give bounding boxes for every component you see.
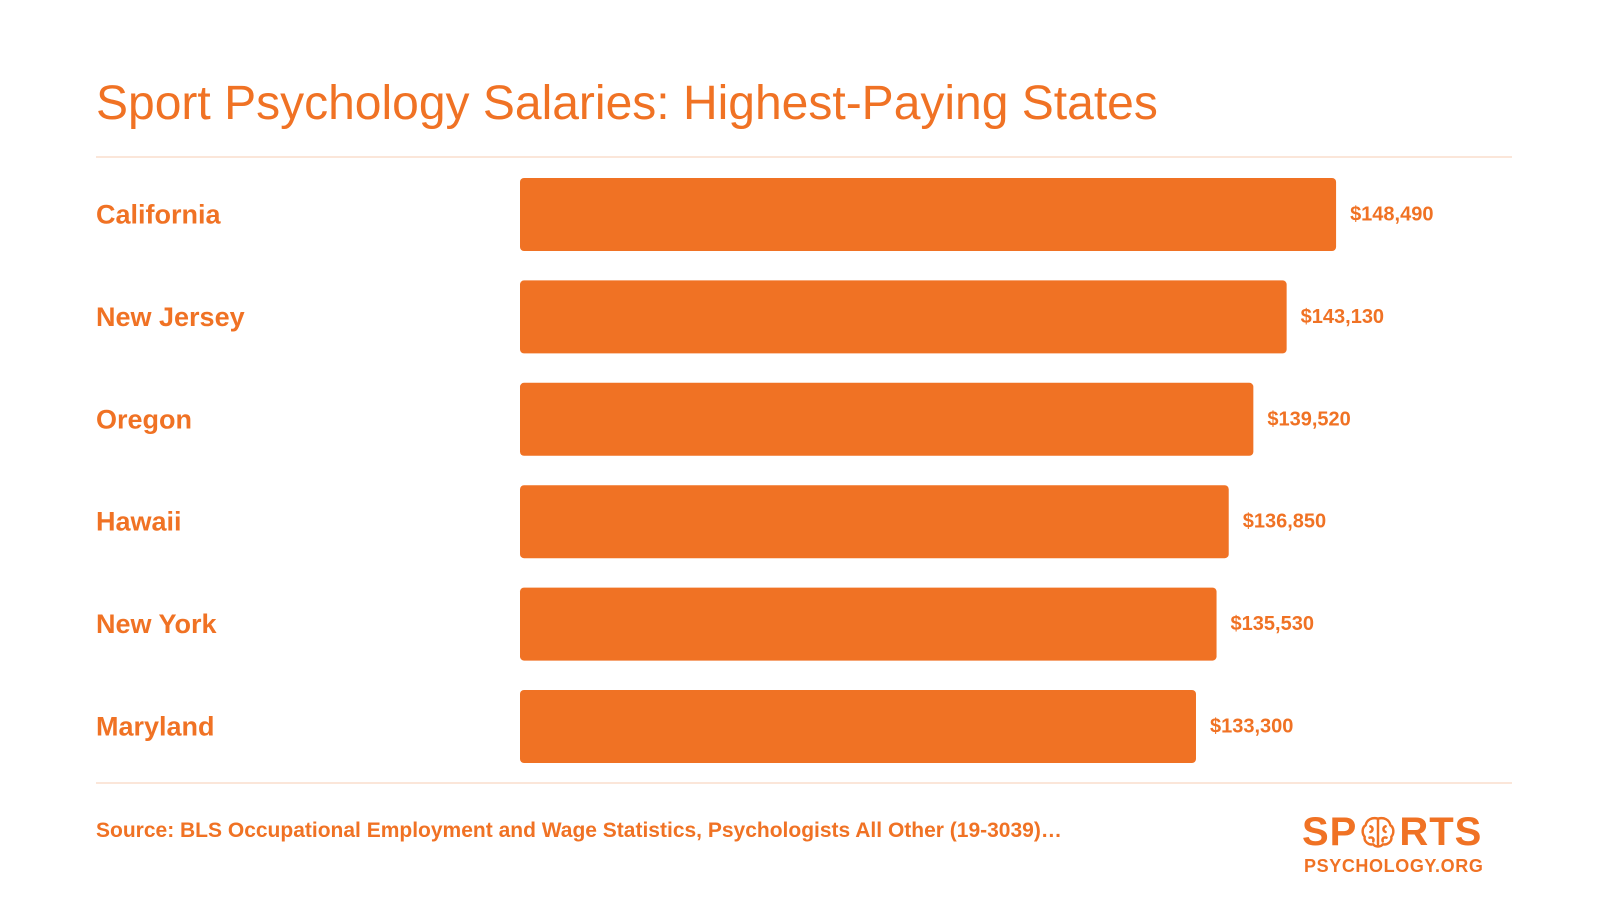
bar (520, 280, 1287, 354)
value-label: $133,300 (1210, 716, 1293, 738)
category-label: Oregon (96, 404, 192, 434)
value-label: $139,520 (1267, 408, 1350, 430)
bar (520, 485, 1229, 559)
bottom-divider (96, 782, 1512, 784)
category-label: New York (96, 609, 218, 639)
value-label: $143,130 (1301, 306, 1384, 328)
source-note: Source: BLS Occupational Employment and … (96, 819, 1062, 842)
logo-word-end: RTS (1399, 810, 1483, 854)
value-label: $148,490 (1350, 204, 1433, 226)
category-label: Maryland (96, 712, 215, 742)
value-label: $136,850 (1243, 511, 1326, 533)
logo-wordmark: SP RTS (1302, 810, 1512, 854)
top-divider (96, 156, 1512, 158)
category-label: California (96, 200, 222, 230)
logo-subtitle: PSYCHOLOGY.ORG (1304, 856, 1484, 876)
sports-psychology-logo: SP RTS PSYCHOLOGY.ORG (1302, 810, 1512, 880)
category-label: New Jersey (96, 302, 245, 332)
chart-title: Sport Psychology Salaries: Highest-Payin… (96, 77, 1158, 130)
bar (520, 382, 1254, 456)
bar (520, 178, 1337, 251)
bar (520, 690, 1196, 763)
category-label: Hawaii (96, 507, 182, 537)
brain-icon (1361, 816, 1395, 848)
value-label: $135,530 (1231, 613, 1314, 635)
bar (520, 587, 1217, 661)
logo-word-start: SP (1302, 810, 1358, 854)
